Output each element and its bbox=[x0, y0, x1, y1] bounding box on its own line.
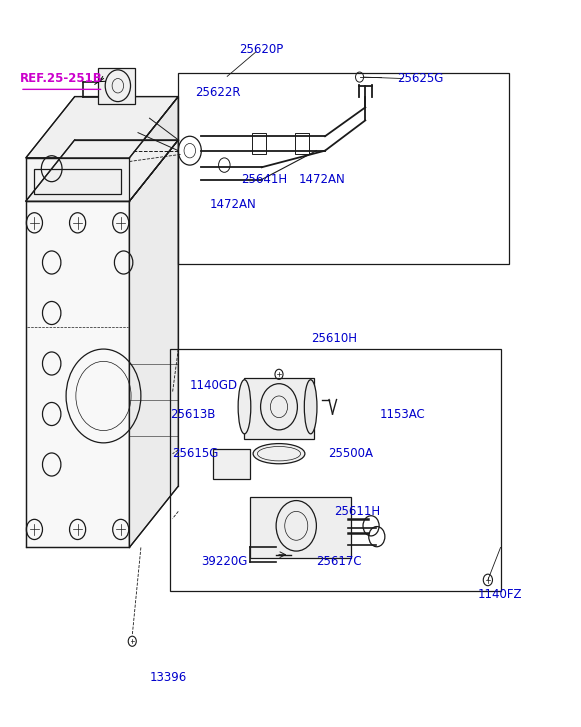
Polygon shape bbox=[26, 158, 130, 201]
Text: 1153AC: 1153AC bbox=[380, 408, 425, 420]
Polygon shape bbox=[26, 201, 130, 547]
Bar bbox=[252, 132, 266, 154]
Bar bbox=[213, 449, 250, 479]
Text: 25617C: 25617C bbox=[317, 555, 362, 569]
Ellipse shape bbox=[253, 443, 305, 464]
Text: 1140FZ: 1140FZ bbox=[478, 588, 522, 601]
Text: 13396: 13396 bbox=[149, 671, 187, 684]
Bar bbox=[250, 497, 351, 558]
Ellipse shape bbox=[238, 379, 251, 434]
Text: 25610H: 25610H bbox=[311, 332, 357, 345]
Text: 25625G: 25625G bbox=[397, 72, 443, 85]
Text: 39220G: 39220G bbox=[201, 555, 248, 569]
Bar bbox=[170, 349, 501, 591]
Text: REF.25-251B: REF.25-251B bbox=[20, 72, 103, 85]
Bar bbox=[245, 378, 314, 439]
Text: 25620P: 25620P bbox=[239, 43, 283, 56]
Bar bbox=[98, 68, 135, 104]
Bar bbox=[295, 132, 309, 154]
Polygon shape bbox=[130, 97, 178, 201]
Text: 25622R: 25622R bbox=[196, 87, 241, 100]
Text: 1472AN: 1472AN bbox=[299, 173, 346, 186]
Bar bbox=[34, 169, 121, 194]
Bar bbox=[178, 73, 509, 264]
Ellipse shape bbox=[304, 379, 317, 434]
Text: 25613B: 25613B bbox=[170, 408, 215, 420]
Polygon shape bbox=[130, 140, 178, 547]
Text: 1472AN: 1472AN bbox=[210, 198, 257, 212]
Polygon shape bbox=[26, 97, 178, 158]
Polygon shape bbox=[26, 140, 178, 201]
Text: 25500A: 25500A bbox=[328, 447, 373, 460]
Text: 25641H: 25641H bbox=[242, 173, 288, 186]
Text: 1140GD: 1140GD bbox=[190, 379, 238, 392]
Text: 25611H: 25611H bbox=[333, 505, 380, 518]
Text: 25615G: 25615G bbox=[173, 447, 219, 460]
